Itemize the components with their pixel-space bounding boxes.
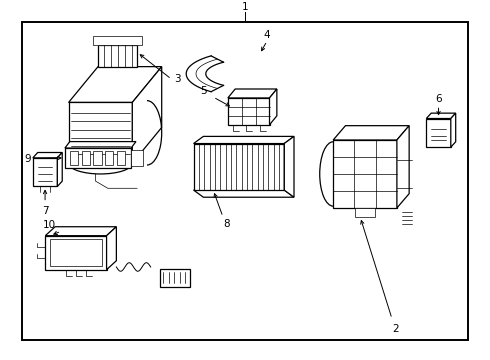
- Polygon shape: [65, 148, 131, 168]
- Polygon shape: [57, 153, 62, 186]
- Polygon shape: [107, 227, 117, 270]
- Polygon shape: [50, 239, 102, 266]
- Text: 4: 4: [264, 30, 270, 40]
- Polygon shape: [194, 190, 294, 197]
- Polygon shape: [98, 45, 137, 67]
- Polygon shape: [228, 98, 270, 125]
- Text: 2: 2: [392, 324, 399, 334]
- Polygon shape: [228, 89, 277, 98]
- Polygon shape: [194, 136, 294, 144]
- Polygon shape: [33, 158, 57, 186]
- Polygon shape: [132, 67, 162, 163]
- FancyBboxPatch shape: [117, 151, 125, 165]
- Polygon shape: [333, 140, 397, 208]
- Polygon shape: [194, 144, 284, 190]
- Text: 6: 6: [435, 94, 442, 104]
- Polygon shape: [131, 150, 144, 166]
- FancyBboxPatch shape: [81, 151, 90, 165]
- Polygon shape: [45, 227, 117, 236]
- FancyBboxPatch shape: [105, 151, 114, 165]
- Polygon shape: [451, 113, 456, 147]
- Polygon shape: [426, 113, 456, 118]
- Text: 9: 9: [24, 154, 31, 163]
- FancyBboxPatch shape: [70, 151, 78, 165]
- Polygon shape: [161, 269, 190, 287]
- Polygon shape: [45, 236, 107, 270]
- Polygon shape: [33, 153, 62, 158]
- Polygon shape: [93, 36, 142, 45]
- Polygon shape: [69, 102, 132, 163]
- Polygon shape: [69, 67, 162, 102]
- Text: 3: 3: [174, 74, 181, 84]
- Polygon shape: [426, 118, 451, 147]
- Text: 7: 7: [42, 206, 49, 216]
- Text: 5: 5: [200, 86, 207, 96]
- Text: 10: 10: [43, 220, 55, 230]
- Polygon shape: [397, 126, 409, 208]
- Text: 1: 1: [242, 2, 248, 12]
- Bar: [22, 22, 468, 340]
- Polygon shape: [355, 208, 375, 217]
- Polygon shape: [270, 89, 277, 125]
- FancyBboxPatch shape: [93, 151, 102, 165]
- Text: 8: 8: [223, 219, 230, 229]
- Polygon shape: [65, 141, 136, 148]
- Polygon shape: [284, 136, 294, 197]
- Polygon shape: [333, 126, 409, 140]
